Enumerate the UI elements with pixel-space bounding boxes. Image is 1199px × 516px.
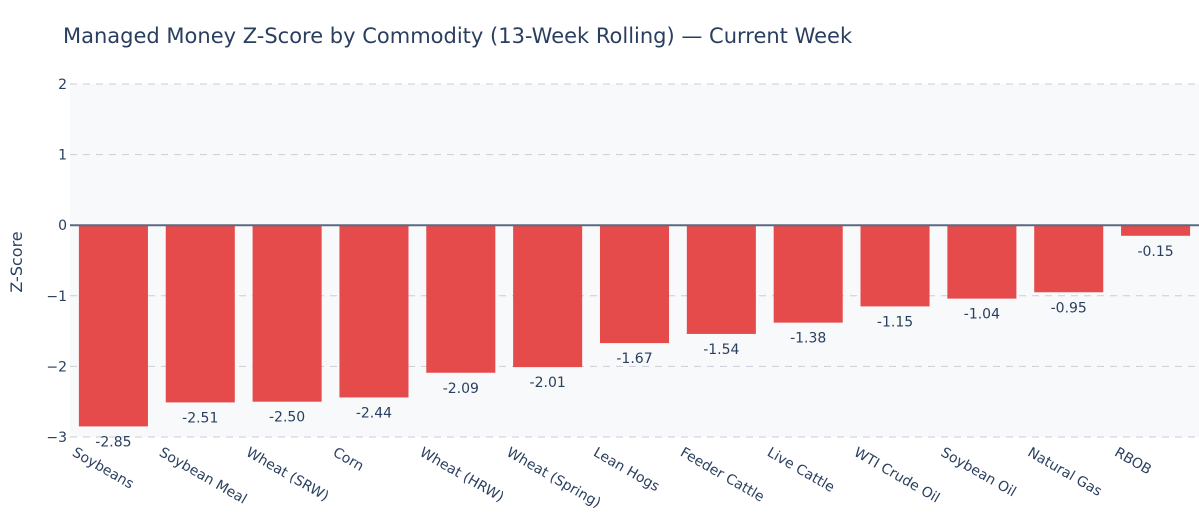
data-label: -1.04 xyxy=(964,307,1000,323)
x-tick-label: Soybeans xyxy=(69,445,136,493)
data-label: -0.15 xyxy=(1137,244,1173,260)
bar xyxy=(773,225,843,323)
data-label: -1.54 xyxy=(703,342,739,358)
y-tick-label: 2 xyxy=(58,77,67,93)
x-tick-label: RBOB xyxy=(1112,445,1154,479)
x-tick-label: Live Cattle xyxy=(764,445,837,496)
y-tick-label: −2 xyxy=(46,359,67,375)
x-tick-label: Soybean Oil xyxy=(938,445,1019,501)
bar xyxy=(426,225,496,373)
bar xyxy=(947,225,1017,299)
x-tick-label: Lean Hogs xyxy=(591,445,663,496)
bar xyxy=(252,225,322,402)
bar xyxy=(1034,225,1104,293)
data-label: -2.50 xyxy=(269,410,305,426)
bar xyxy=(339,225,409,398)
x-tick-label: Corn xyxy=(330,445,366,475)
data-label: -2.44 xyxy=(356,405,392,421)
data-label: -2.51 xyxy=(182,410,218,426)
y-tick-label: 0 xyxy=(58,218,67,234)
x-tick-label: Soybean Meal xyxy=(156,445,249,508)
data-label: -1.15 xyxy=(877,314,913,330)
data-label: -2.09 xyxy=(443,381,479,397)
bar xyxy=(513,225,583,368)
x-tick-label: Natural Gas xyxy=(1025,445,1105,500)
data-label: -0.95 xyxy=(1051,300,1087,316)
x-tick-label: Wheat (Spring) xyxy=(504,445,604,512)
y-axis-title: Z-Score xyxy=(7,231,26,292)
chart-title: Managed Money Z-Score by Commodity (13-W… xyxy=(63,24,853,48)
data-label: -2.85 xyxy=(95,434,131,450)
x-tick-label: Wheat (HRW) xyxy=(417,445,507,506)
bar xyxy=(860,225,930,307)
bar xyxy=(78,225,148,427)
data-label: -1.38 xyxy=(790,331,826,347)
bar xyxy=(1121,225,1191,236)
bar xyxy=(165,225,235,403)
bar xyxy=(599,225,670,344)
x-tick-label: Feeder Cattle xyxy=(677,445,766,506)
y-tick-label: −3 xyxy=(46,430,67,446)
y-tick-label: 1 xyxy=(58,148,67,164)
x-tick-label: Wheat (SRW) xyxy=(243,445,331,505)
x-tick-label: WTI Crude Oil xyxy=(851,445,942,507)
data-label: -2.01 xyxy=(530,375,566,391)
bar xyxy=(686,225,756,334)
data-label: -1.67 xyxy=(616,351,652,367)
y-tick-label: −1 xyxy=(46,289,67,305)
